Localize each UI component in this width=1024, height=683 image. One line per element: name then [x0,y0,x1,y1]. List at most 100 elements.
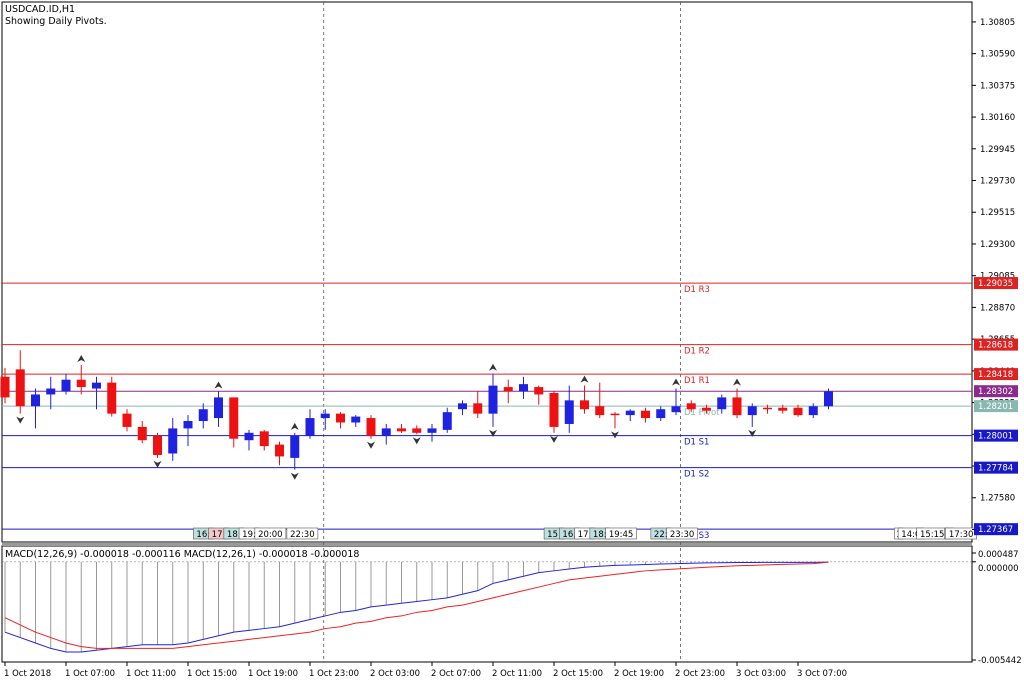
candle-body [351,416,361,423]
price-axis-label: 1.29730 [980,177,1015,187]
candle-body [641,410,650,419]
candle-body [595,406,605,416]
fractal-down-arrow [611,431,619,439]
chart-symbol-label: USDCAD.ID,H1 [5,4,75,15]
session-marker-label: 16: [196,530,210,540]
candle-body [107,382,117,414]
time-axis-label: 2 Oct 03:00 [370,669,420,679]
macd-axis-label: 0.000487 [978,550,1019,560]
candle-body [427,428,437,433]
session-marker-label: 15:15 [920,530,945,540]
candle-body [214,397,223,419]
price-axis-label: 1.30590 [980,50,1015,60]
price-axis-label: 1.30160 [980,113,1015,123]
fractal-down-arrow [367,441,375,449]
candle-body [137,426,147,441]
session-marker-label: 17: [578,530,592,540]
candle-body [229,397,239,439]
time-axis-label: 1 Oct 19:00 [248,669,298,679]
candle-body [244,432,254,441]
pivot-label: D1 R2 [684,347,710,357]
macd-label: MACD(12,26,9) -0.000018 -0.000116 MACD(1… [5,549,359,560]
price-axis-label: 1.30375 [980,81,1015,91]
time-axis-label: 1 Oct 11:00 [126,669,176,679]
price-axis: 1.30805 1.30590 1.30375 1.30160 1.29945 1.297… [972,18,1018,536]
candle-body [397,428,406,432]
time-axis-label: 2 Oct 23:00 [675,669,725,679]
candle-body [564,400,574,424]
pivot-price-label: 1.27784 [978,464,1013,474]
price-axis-label: 1.28870 [980,303,1015,313]
time-axis-label: 2 Oct 15:00 [553,669,603,679]
pivot-price-label-box [974,400,1018,413]
time-axis-label: 2 Oct 11:00 [492,669,542,679]
pivot-price-label: 1.28418 [978,370,1013,380]
session-marker-label: 22:30 [290,530,315,540]
candle-body [549,392,559,427]
pivot-label: D1 R3 [684,285,710,295]
session-marker-label: 15: [547,530,561,540]
session-marker-label: 18: [593,530,607,540]
chart-subtitle: Showing Daily Pivots. [5,16,107,27]
macd-main-line [4,561,829,653]
candle-body [336,413,345,423]
pivot-price-label: 1.27367 [978,525,1013,535]
candle-body [488,385,498,414]
candle-body [610,413,620,416]
candle-body [473,403,483,414]
subwindow-divider[interactable] [2,543,972,546]
candle-body [824,391,833,407]
candle-body [381,428,391,436]
fractal-up-arrow [580,375,589,383]
session-marker-box [286,527,319,540]
pivot-label: D1 S2 [684,470,709,480]
session-marker-label: 16: [562,530,576,540]
session-marker-label: 20:00 [258,530,283,540]
candle-body [366,418,376,436]
session-marker-label: 14:0 [901,530,920,540]
fractal-arrows [16,354,757,480]
pivot-price-label: 1.28618 [978,341,1013,351]
pivot-price-label: 1.28001 [978,432,1013,442]
fractal-down-arrow [550,435,558,443]
macd-axis-label: 0.000000 [978,564,1019,574]
time-axis-label: 1 Oct 23:00 [309,669,359,679]
candle-body [580,400,589,410]
session-marker-label: 17:30 [949,530,974,540]
candle-body [519,384,528,392]
price-axis-label: 1.29515 [980,208,1015,218]
candle-body [320,413,330,419]
fractal-down-arrow [153,460,162,468]
price-axis-label: 1.29085 [980,272,1015,282]
time-axis-label: 3 Oct 07:00 [797,669,847,679]
fractal-down-arrow [748,429,757,437]
pivot-price-label: 1.28201 [978,402,1013,412]
candle-body [122,413,132,427]
pivot-price-label-box [974,523,1018,536]
fractal-down-arrow [290,472,299,480]
fractal-down-arrow [489,429,497,437]
fractal-up-arrow [214,381,223,389]
macd-axis-label: -0.005442 [978,656,1022,666]
candle-body [290,435,300,458]
day-separators [323,2,681,660]
pivot-price-label-box [974,429,1018,442]
session-marker-box [605,527,637,540]
candle-body [702,407,711,411]
current-price-label: 1.28302 [978,387,1013,397]
price-axis-label: 1.29300 [980,240,1015,250]
fractal-up-arrow [290,422,299,430]
candle-body [671,406,681,413]
fractal-up-arrow [733,378,741,386]
candle-body [0,376,10,398]
time-axis-label: 2 Oct 19:00 [614,669,664,679]
candle-body [76,379,86,388]
session-markers: 16: 17: 18: 19: 20:00 22:30 15: 16: 17: 18: 19:45 2… [193,527,977,540]
candle-body [793,407,803,416]
time-axis-label: 3 Oct 03:00 [736,669,786,679]
session-marker-box [254,527,287,540]
candle-body [198,409,208,422]
candle-body [442,412,452,430]
